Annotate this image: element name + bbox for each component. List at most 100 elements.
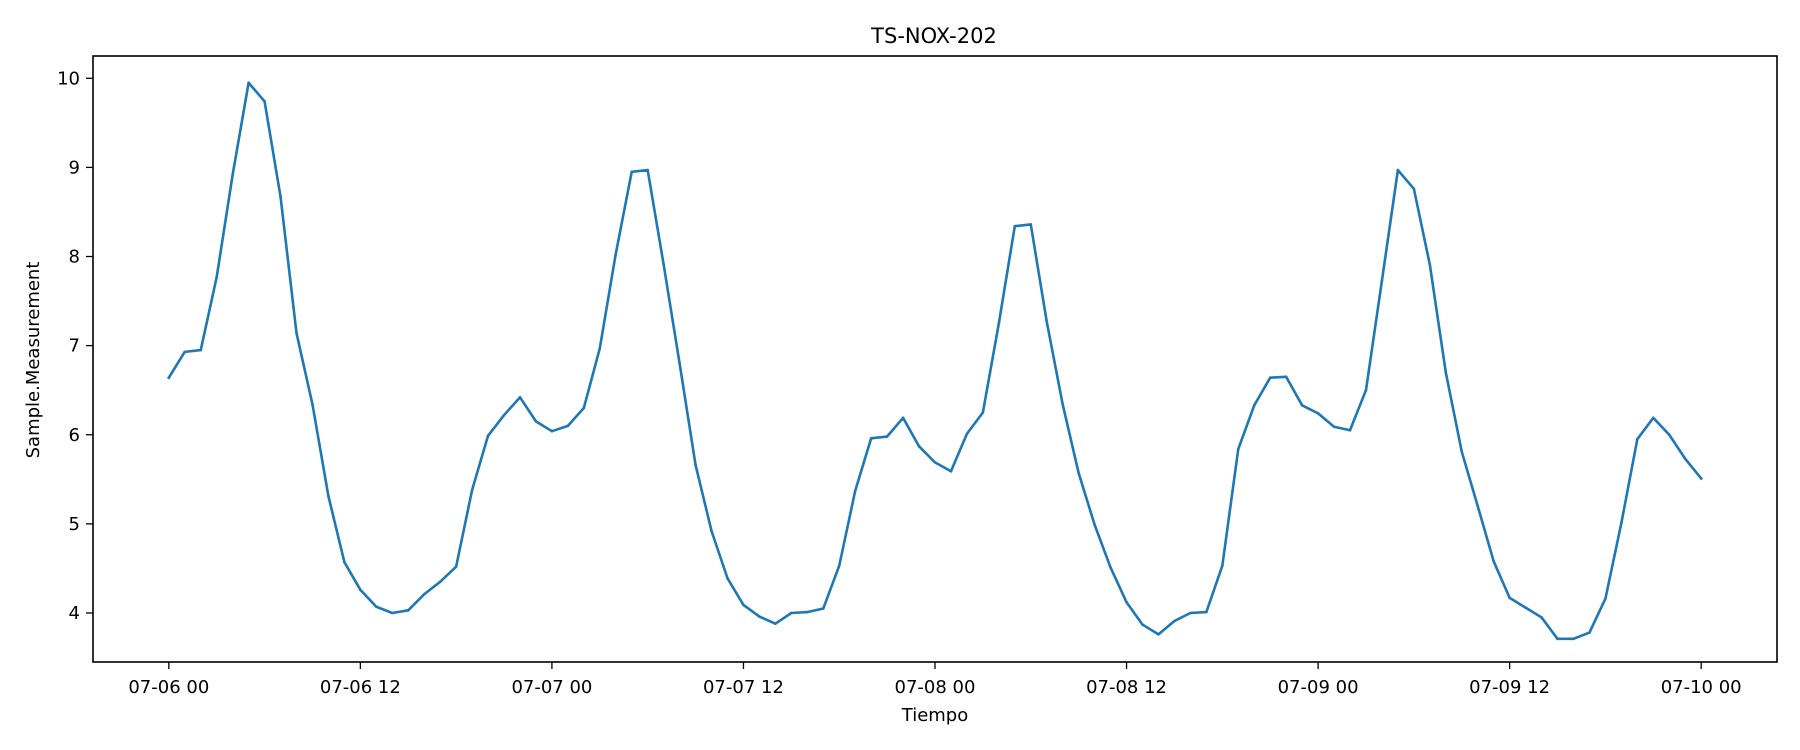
data-point — [167, 376, 171, 380]
x-tick-label: 07-08 00 — [895, 677, 976, 698]
data-point — [1300, 404, 1304, 407]
y-tick-label: 5 — [69, 514, 80, 535]
data-point — [1157, 633, 1160, 636]
data-point — [1045, 320, 1049, 323]
data-point — [1683, 457, 1687, 461]
data-point — [1109, 566, 1112, 569]
data-point — [486, 434, 490, 437]
data-point — [231, 173, 234, 176]
data-point — [1380, 279, 1384, 282]
data-point — [1540, 616, 1543, 619]
data-point — [678, 362, 681, 365]
data-point — [821, 607, 825, 610]
data-point — [662, 263, 665, 266]
data-point — [1205, 610, 1208, 614]
data-point — [949, 469, 953, 473]
data-point — [1492, 560, 1495, 563]
data-point — [1268, 376, 1272, 380]
data-point — [183, 350, 187, 354]
data-point — [1508, 596, 1511, 600]
y-tick-label: 9 — [69, 157, 80, 178]
x-tick-label: 07-06 00 — [128, 677, 209, 698]
data-point — [1588, 631, 1591, 634]
x-tick-label: 07-06 12 — [320, 677, 401, 698]
data-point — [1189, 611, 1192, 615]
data-point — [853, 489, 857, 493]
data-point — [311, 403, 314, 406]
data-point — [917, 445, 921, 448]
data-point — [1332, 425, 1336, 429]
data-point — [422, 592, 426, 596]
data-point — [646, 168, 649, 172]
y-tick-label: 4 — [69, 603, 80, 624]
chart-title: TS-NOX-202 — [870, 24, 997, 48]
data-point — [566, 424, 570, 428]
data-point — [1141, 623, 1144, 626]
data-point — [1364, 388, 1368, 392]
data-point — [502, 413, 506, 417]
data-point — [1620, 521, 1623, 525]
x-tick-label: 07-07 12 — [703, 677, 784, 698]
data-point — [1476, 504, 1480, 508]
data-point — [1444, 371, 1448, 374]
data-point — [534, 420, 538, 423]
data-point — [1396, 168, 1400, 172]
data-point — [790, 611, 793, 615]
x-tick-label: 07-07 00 — [511, 677, 592, 698]
data-point — [295, 331, 298, 335]
x-tick-label: 07-08 12 — [1086, 677, 1167, 698]
data-point — [1556, 637, 1559, 641]
data-point — [1221, 564, 1224, 568]
plot-area — [167, 81, 1704, 641]
data-point — [1524, 606, 1527, 609]
data-point — [550, 429, 554, 433]
data-point — [694, 463, 697, 467]
data-point — [614, 252, 618, 256]
data-point — [199, 348, 203, 352]
data-point — [1699, 477, 1703, 480]
y-tick-label: 10 — [57, 68, 80, 89]
data-point — [1252, 404, 1256, 407]
data-point — [1284, 375, 1288, 379]
data-point — [327, 494, 330, 498]
data-point — [518, 396, 522, 399]
data-point — [965, 432, 969, 436]
data-point — [901, 416, 905, 420]
data-point — [598, 347, 602, 350]
data-point — [454, 565, 458, 568]
data-point — [1013, 224, 1017, 228]
x-tick-label: 07-09 12 — [1469, 677, 1550, 698]
data-point — [997, 322, 1001, 325]
data-point — [774, 622, 777, 625]
y-axis: 4 5 6 7 8 9 10 — [57, 68, 93, 624]
data-point — [359, 588, 362, 592]
data-point — [885, 435, 889, 438]
data-point — [710, 529, 713, 533]
data-point — [806, 610, 809, 614]
data-point — [933, 461, 937, 464]
data-point — [630, 170, 634, 174]
data-point — [438, 580, 442, 584]
data-point — [726, 576, 729, 580]
data-point — [1428, 263, 1432, 266]
data-point — [1412, 187, 1416, 191]
data-point — [1636, 437, 1639, 441]
data-point — [837, 564, 841, 568]
data-point — [390, 611, 394, 615]
data-point — [1029, 223, 1033, 226]
data-point — [263, 100, 266, 103]
y-tick-label: 6 — [69, 425, 80, 446]
data-point — [758, 615, 761, 618]
data-point — [1061, 403, 1064, 406]
data-point — [247, 81, 250, 85]
data-point — [1077, 471, 1080, 475]
x-tick-label: 07-09 00 — [1278, 677, 1359, 698]
data-point — [582, 406, 586, 410]
data-point — [1651, 416, 1655, 420]
data-point — [1093, 523, 1096, 527]
data-point — [1125, 600, 1128, 604]
y-tick-label: 8 — [69, 247, 80, 268]
data-point — [375, 605, 378, 609]
